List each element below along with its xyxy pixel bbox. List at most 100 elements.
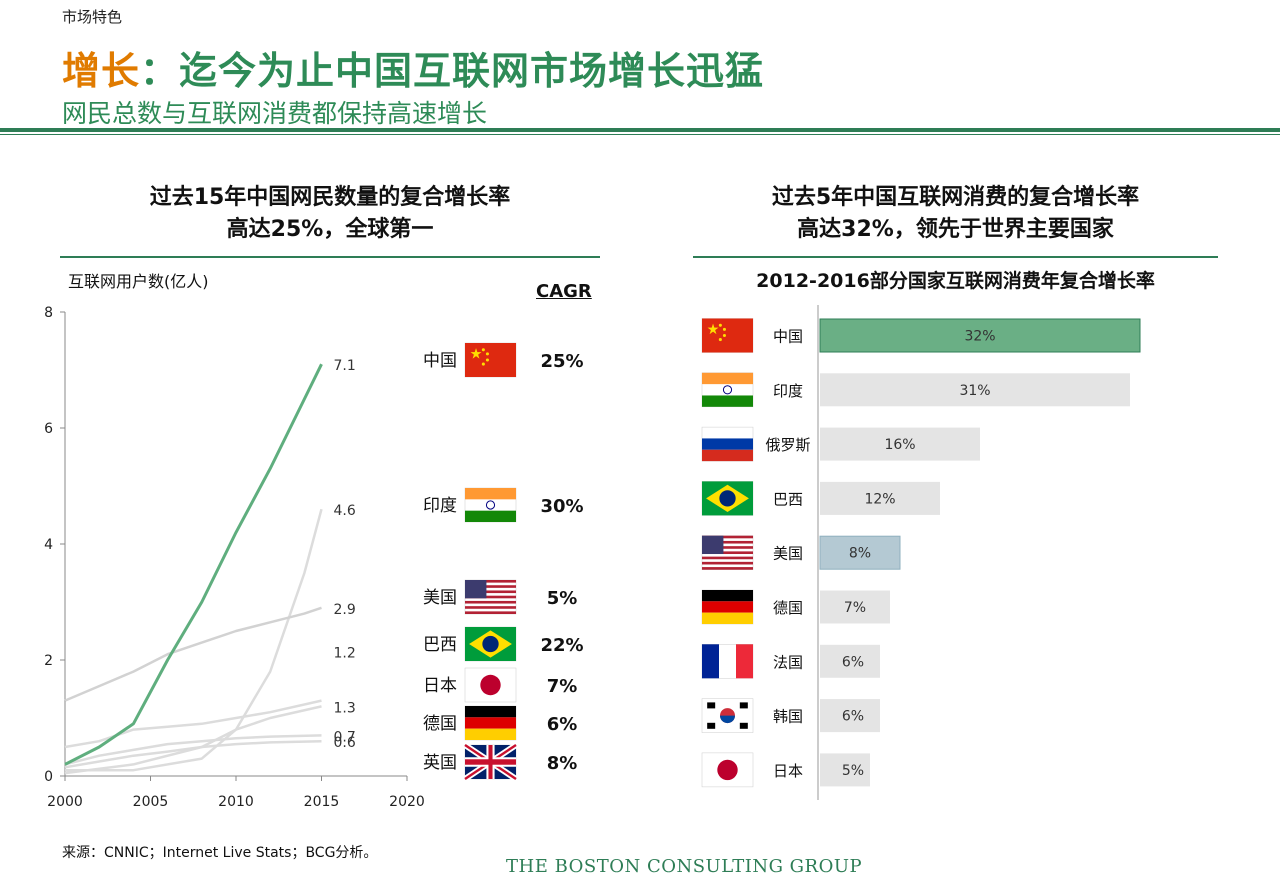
y-axis-label: 互联网用户数(亿人) [68, 272, 209, 291]
cagr-heading: CAGR [536, 281, 592, 302]
usa-flag [464, 579, 517, 615]
russia-flag [701, 426, 754, 462]
bar-label-日本: 5% [842, 763, 864, 779]
cagr-value-日本: 7% [547, 676, 578, 697]
india-flag [701, 372, 754, 408]
end-label-美国: 2.9 [334, 602, 356, 618]
bar-法国 [820, 644, 880, 678]
source-note: 来源：CNNIC；Internet Live Stats；BCG分析。 [62, 845, 378, 861]
y-tick-label: 8 [44, 305, 53, 321]
headline-accent: 增长 [62, 49, 141, 93]
x-tick-label: 2005 [133, 794, 169, 810]
bcg-logo: THE BOSTON CONSULTING GROUP [506, 856, 863, 877]
end-label-日本: 1.3 [334, 701, 356, 717]
legend-country-德国: 德国 [423, 714, 457, 734]
end-label-英国: 0.6 [334, 735, 356, 751]
bar-label-俄罗斯: 16% [884, 437, 915, 453]
cagr-value-中国: 25% [540, 351, 583, 372]
subhead: 网民总数与互联网消费都保持高速增长 [62, 99, 488, 128]
bar-中国 [819, 318, 1141, 353]
end-label-印度: 4.6 [334, 503, 356, 519]
end-label-巴西: 1.2 [334, 645, 356, 661]
cagr-value-德国: 6% [547, 714, 578, 735]
x-tick-label: 2000 [47, 794, 83, 810]
china-flag: ★ [464, 342, 517, 378]
left-title-line1: 过去15年中国网民数量的复合增长率 [149, 185, 511, 210]
headline: 增长：迄今为止中国互联网市场增长迅猛 [62, 40, 764, 95]
bar-日本 [820, 753, 870, 787]
bar-category-俄罗斯: 俄罗斯 [765, 436, 810, 454]
y-tick-label: 6 [44, 421, 53, 437]
bar-印度 [820, 373, 1130, 407]
left-title-line2: 高达25%，全球第一 [226, 217, 434, 242]
left-panel-title: 过去15年中国网民数量的复合增长率 高达25%，全球第一 [60, 182, 600, 246]
svg-text:★: ★ [707, 322, 720, 338]
series-line-巴西 [64, 705, 322, 775]
end-label-德国: 0.7 [334, 729, 356, 745]
bar-韩国 [820, 699, 880, 733]
bar-chart: ★ 中国 32% 印度 31% 俄罗斯 16% 巴西 12% 美国 8% 德国 7% 法国 6% 韩国 6% 日本… [701, 305, 1141, 800]
right-title-line2: 高达32%，领先于世界主要国家 [797, 217, 1114, 242]
bar-label-印度: 31% [959, 383, 990, 399]
x-tick-label: 2020 [389, 794, 425, 810]
bar-chart-title: 2012-2016部分国家互联网消费年复合增长率 [756, 270, 1155, 292]
bar-category-日本: 日本 [773, 762, 803, 780]
series-line-德国 [64, 734, 322, 766]
cagr-value-英国: 8% [547, 753, 578, 774]
india-flag [464, 487, 517, 523]
bar-category-中国: 中国 [773, 328, 803, 346]
bar-category-巴西: 巴西 [773, 490, 803, 508]
bar-category-韩国: 韩国 [773, 708, 803, 726]
bar-俄罗斯 [820, 427, 980, 461]
legend-country-英国: 英国 [423, 753, 457, 773]
bar-label-中国: 32% [964, 329, 995, 345]
right-panel-rule [693, 256, 1218, 258]
bar-category-法国: 法国 [773, 653, 803, 671]
header-rule-thin [0, 134, 1280, 135]
series-line-印度 [65, 508, 323, 772]
legend-country-巴西: 巴西 [423, 635, 457, 655]
cagr-value-印度: 30% [540, 496, 583, 517]
japan-flag [464, 667, 517, 703]
section-label: 市场特色 [62, 8, 123, 26]
series-line-英国 [64, 739, 322, 769]
germany-flag [464, 705, 517, 741]
legend-country-日本: 日本 [423, 676, 457, 696]
end-label-中国: 7.1 [334, 358, 356, 374]
bar-德国 [820, 590, 890, 624]
bar-巴西 [820, 481, 940, 515]
bar-label-韩国: 6% [842, 709, 864, 725]
france-flag [701, 644, 754, 679]
legend-country-中国: 中国 [423, 351, 457, 371]
y-tick-label: 4 [44, 537, 53, 553]
brazil-flag [464, 626, 517, 662]
right-panel-title: 过去5年中国互联网消费的复合增长率 高达32%，领先于世界主要国家 [693, 182, 1218, 246]
legend-country-美国: 美国 [423, 588, 457, 608]
left-panel-rule [60, 256, 600, 258]
svg-text:★: ★ [470, 346, 483, 362]
headline-text: ：迄今为止中国互联网市场增长迅猛 [140, 49, 765, 93]
japan-flag [701, 752, 754, 788]
bar-美国 [819, 535, 901, 570]
usa-flag [701, 535, 754, 570]
y-tick-label: 0 [44, 769, 53, 785]
x-tick-label: 2015 [304, 794, 340, 810]
brazil-flag [701, 481, 754, 516]
bar-category-印度: 印度 [773, 382, 803, 400]
bar-label-德国: 7% [844, 600, 866, 616]
legend-country-印度: 印度 [423, 496, 457, 516]
series-line-美国 [64, 606, 322, 702]
line-chart: 互联网用户数(亿人) 0 2 4 6 8 2000 2005 2010 2015 2020 4.6 2.… [44, 272, 583, 810]
korea-flag [701, 698, 754, 733]
header-rule [0, 128, 1280, 132]
x-tick-label: 2010 [218, 794, 254, 810]
china-flag: ★ [701, 318, 754, 353]
bar-label-美国: 8% [849, 546, 871, 562]
series-line-日本 [64, 699, 322, 749]
y-tick-label: 2 [44, 653, 53, 669]
bar-label-法国: 6% [842, 654, 864, 670]
uk-flag [463, 742, 518, 782]
cagr-value-巴西: 22% [540, 635, 583, 656]
bar-label-巴西: 12% [864, 491, 895, 507]
bar-category-德国: 德国 [773, 599, 803, 617]
